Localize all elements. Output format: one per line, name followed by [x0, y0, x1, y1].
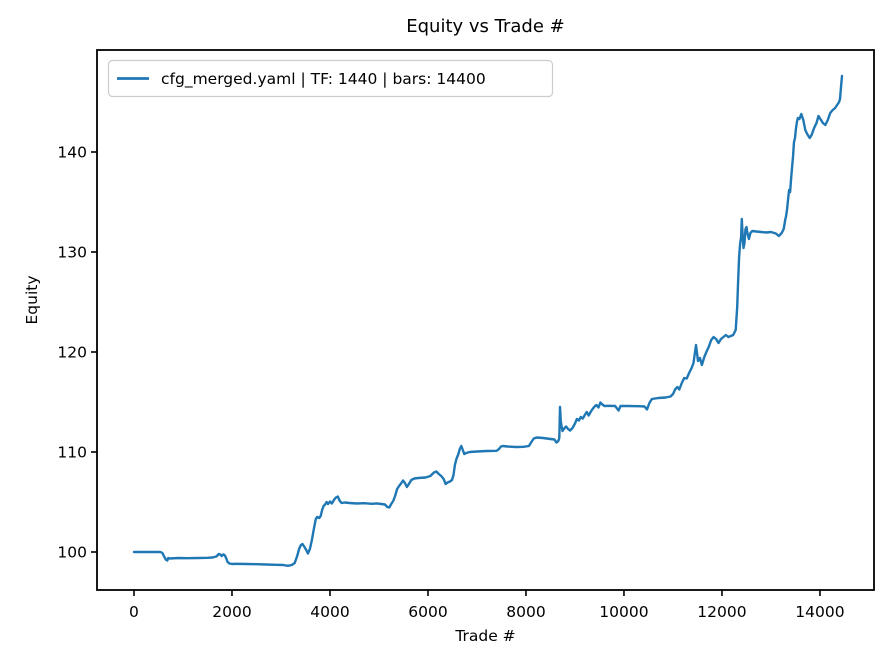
x-tick-label: 4000: [310, 603, 349, 621]
plot-frame: [96, 49, 875, 591]
x-tick-label: 0: [129, 603, 139, 621]
x-tick-label: 12000: [697, 603, 746, 621]
chart-title: Equity vs Trade #: [406, 16, 564, 37]
x-tick-label: 10000: [599, 603, 648, 621]
legend-entry-label: cfg_merged.yaml | TF: 1440 | bars: 14400: [161, 70, 486, 89]
x-axis-label: Trade #: [454, 627, 515, 645]
equity-series-line: [132, 74, 844, 567]
legend-box: [107, 59, 554, 98]
equity-curve: [132, 74, 844, 567]
x-tick-label: 14000: [795, 603, 844, 621]
y-tick-label: 130: [57, 244, 87, 262]
x-tick-label: 6000: [408, 603, 447, 621]
y-tick-label: 120: [57, 344, 87, 362]
y-tick-label: 140: [57, 144, 87, 162]
y-axis-label: Equity: [23, 275, 41, 324]
y-tick-label: 100: [57, 544, 87, 562]
y-tick-label: 110: [57, 444, 87, 462]
legend: cfg_merged.yaml | TF: 1440 | bars: 14400: [107, 59, 554, 98]
y-axis-ticks: 100 110 120 130 140: [57, 144, 97, 562]
x-tick-label: 8000: [506, 603, 545, 621]
x-axis-ticks: 0 2000 4000 6000 8000 10000 12000 14000: [129, 590, 845, 621]
x-tick-label: 2000: [212, 603, 251, 621]
